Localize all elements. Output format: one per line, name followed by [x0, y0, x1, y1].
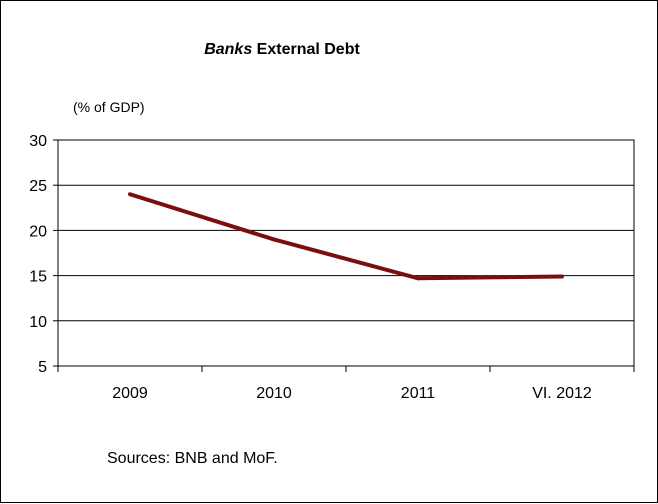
source-note: Sources: BNB and MoF.	[107, 450, 278, 467]
y-tick-label-30: 30	[29, 133, 47, 150]
x-tick-label-3: VI. 2012	[532, 385, 592, 402]
y-axis-unit-label: (% of GDP)	[73, 99, 145, 115]
gridlines	[58, 184, 634, 322]
x-tick-label-0: 2009	[112, 385, 148, 402]
y-tick-label-10: 10	[29, 314, 47, 331]
chart-title-italic: Banks	[204, 41, 252, 58]
chart-title: Banks External Debt	[204, 41, 360, 58]
x-tick-label-1: 2010	[256, 385, 292, 402]
data-point-0-0	[128, 192, 132, 197]
data-point-0-3	[560, 274, 564, 279]
series-line-0	[129, 192, 563, 281]
y-tick-label-15: 15	[29, 269, 47, 286]
y-tick-label-5: 5	[38, 359, 47, 376]
x-tick-label-2: 2011	[401, 385, 436, 402]
y-tick-label-20: 20	[29, 223, 47, 240]
data-point-0-1	[272, 237, 276, 242]
data-point-0-2	[416, 276, 420, 281]
axes: 5 10 15 20 25 30 2009 2010 2011 VI. 2012	[29, 133, 635, 402]
y-tick-label-25: 25	[29, 178, 47, 195]
plot-area-border	[57, 139, 635, 367]
series-layer	[128, 192, 564, 281]
chart-title-rest: External Debt	[252, 41, 360, 58]
